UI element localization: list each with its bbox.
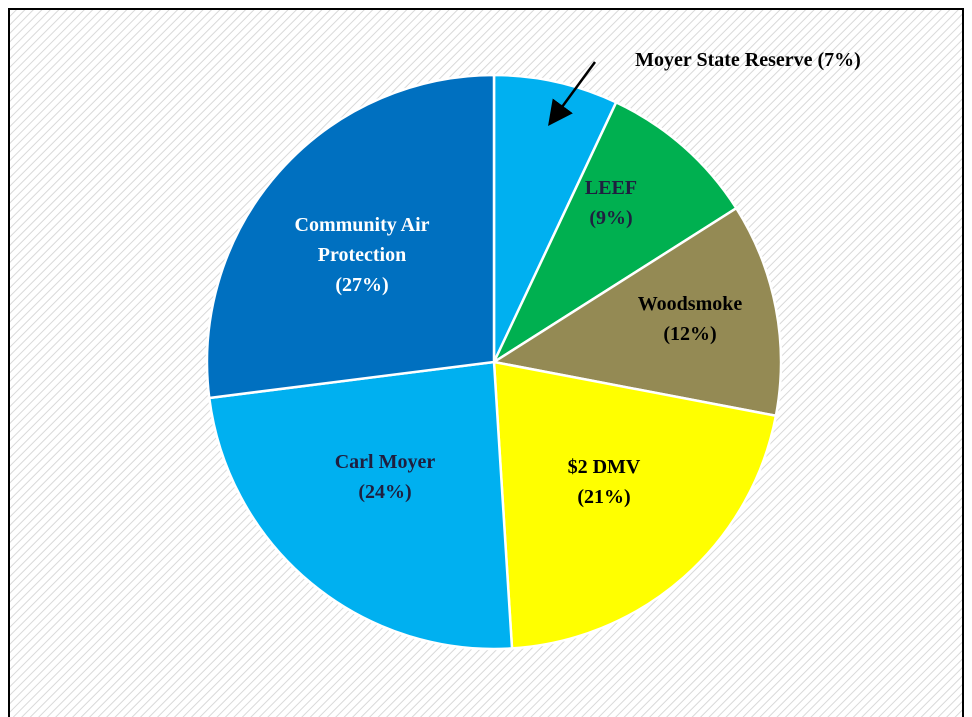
value-label: (7%)	[817, 49, 861, 71]
value-label: (9%)	[589, 207, 633, 229]
category-label: Woodsmoke	[637, 293, 743, 315]
value-label: (12%)	[663, 323, 717, 345]
pie-slice	[207, 360, 514, 651]
slice-label: Moyer State Reserve (7%)	[578, 45, 918, 75]
pie-slice	[492, 360, 778, 650]
pie-slice	[490, 206, 783, 418]
slice-label: Community Air Protection (27%)	[272, 210, 452, 300]
pie	[205, 73, 783, 651]
slice-label: $2 DMV (21%)	[544, 452, 664, 512]
value-label: (21%)	[577, 486, 631, 508]
slice-label: Woodsmoke (12%)	[610, 289, 770, 349]
value-label: (24%)	[358, 481, 412, 503]
callout-arrow	[548, 61, 597, 127]
pie-slice	[492, 73, 618, 363]
slice-label: Carl Moyer (24%)	[295, 447, 475, 507]
category-label: LEEF	[584, 177, 638, 199]
pie-slice	[491, 100, 739, 366]
slice-label: LEEF (9%)	[566, 173, 656, 233]
category-label: $2 DMV	[567, 456, 641, 478]
category-label: Community Air Protection	[294, 214, 430, 266]
value-label: (27%)	[335, 274, 389, 296]
category-label: Carl Moyer	[334, 451, 436, 473]
category-label: Moyer State Reserve	[635, 49, 813, 71]
pie-slice	[205, 73, 496, 400]
